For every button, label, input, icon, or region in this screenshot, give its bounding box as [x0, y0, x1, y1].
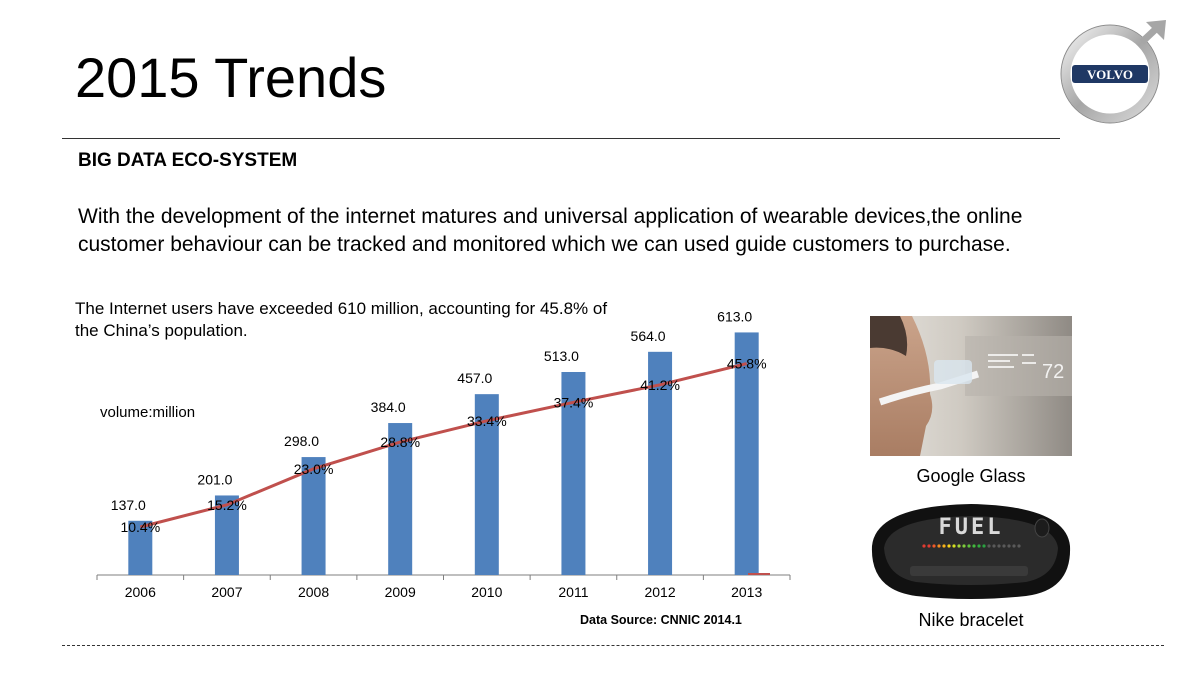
- slide-title: 2015 Trends: [75, 46, 387, 109]
- nike-bracelet-caption: Nike bracelet: [918, 610, 1024, 630]
- chart-note: The Internet users have exceeded 610 mil…: [75, 299, 608, 340]
- bar-2012: [648, 351, 673, 575]
- ratio-line: [139, 362, 748, 529]
- body-paragraph: With the development of the internet mat…: [78, 205, 1023, 256]
- x-tick-label-2009: 2009: [385, 584, 416, 600]
- line-label-2010: 33.4%: [467, 413, 507, 429]
- x-tick-label-2011: 2011: [558, 584, 588, 600]
- line-label-2008: 23.0%: [294, 461, 334, 477]
- volvo-logo: VOLVO: [1060, 20, 1166, 124]
- bar-2011: [561, 371, 586, 575]
- x-tick-label-2013: 2013: [731, 584, 762, 600]
- svg-text:72: 72: [1042, 361, 1064, 383]
- line-label-2011: 37.4%: [554, 394, 594, 410]
- bar-2008: [301, 457, 326, 575]
- line-label-2009: 28.8%: [380, 434, 420, 450]
- line-label-2006: 10.4%: [120, 519, 160, 535]
- x-tick-label-2012: 2012: [644, 584, 675, 600]
- google-glass-caption: Google Glass: [916, 466, 1026, 486]
- bar-label-2010: 457.0: [457, 370, 492, 386]
- unit-label: volume:million: [100, 404, 196, 421]
- nike-bracelet-photo: FUEL: [866, 498, 1076, 604]
- bar-2013: [734, 332, 759, 575]
- footer-divider: [62, 645, 1164, 646]
- google-glass-photo: 72: [870, 316, 1072, 456]
- bar-label-2008: 298.0: [284, 433, 319, 449]
- line-label-2013: 45.8%: [727, 356, 767, 372]
- bar-label-2009: 384.0: [371, 399, 406, 415]
- x-tick-label-2006: 2006: [125, 584, 156, 600]
- bar-label-2007: 201.0: [197, 471, 232, 487]
- x-tick-label-2010: 2010: [471, 584, 502, 600]
- bar-label-2012: 564.0: [631, 328, 666, 344]
- line-label-2007: 15.2%: [207, 497, 247, 513]
- bar-2010: [474, 394, 499, 575]
- svg-text:FUEL: FUEL: [939, 515, 1004, 540]
- x-tick-label-2008: 2008: [298, 584, 329, 600]
- bar-label-2006: 137.0: [111, 497, 146, 513]
- section-heading: BIG DATA ECO-SYSTEM: [78, 150, 298, 171]
- bar-2006: [128, 520, 153, 575]
- bar-label-2013: 613.0: [717, 308, 752, 324]
- bar-2009: [388, 423, 413, 575]
- title-divider: [62, 138, 1060, 139]
- bar-2007: [214, 495, 239, 575]
- line-label-2012: 41.2%: [640, 377, 680, 393]
- bar-label-2011: 513.0: [544, 348, 579, 364]
- data-source: Data Source: CNNIC 2014.1: [580, 613, 742, 627]
- svg-text:VOLVO: VOLVO: [1087, 67, 1133, 82]
- x-tick-label-2007: 2007: [211, 584, 242, 600]
